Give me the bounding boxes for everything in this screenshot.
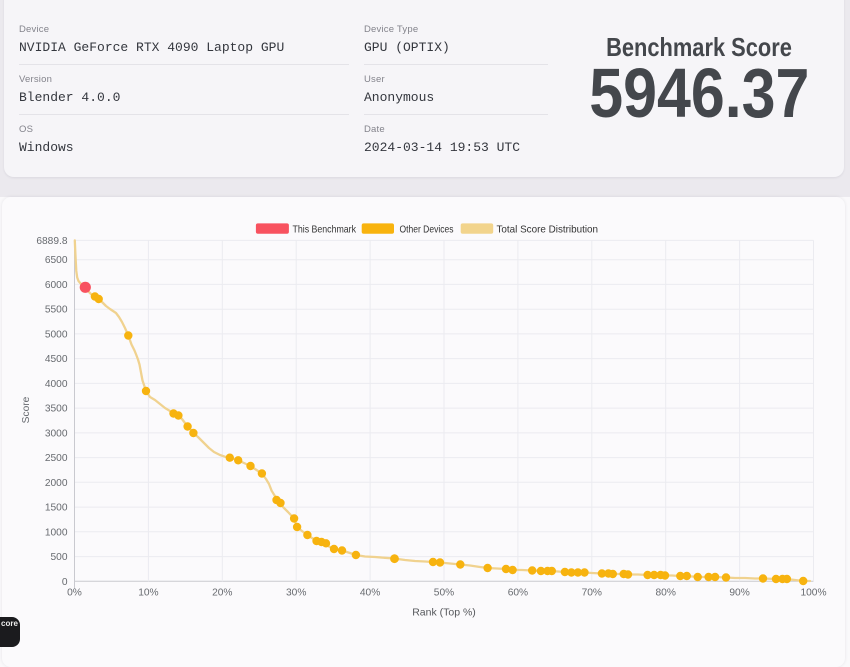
svg-text:500: 500 bbox=[51, 552, 68, 563]
svg-text:30%: 30% bbox=[286, 588, 306, 599]
svg-text:20%: 20% bbox=[212, 588, 232, 599]
svg-text:Rank (Top %): Rank (Top %) bbox=[412, 607, 476, 619]
svg-text:Score: Score bbox=[21, 396, 32, 423]
svg-text:100%: 100% bbox=[800, 588, 826, 599]
svg-text:6889.8: 6889.8 bbox=[36, 236, 67, 247]
svg-text:1000: 1000 bbox=[45, 527, 68, 538]
svg-text:Other Devices: Other Devices bbox=[400, 225, 454, 236]
svg-text:70%: 70% bbox=[582, 588, 602, 599]
svg-text:1500: 1500 bbox=[45, 503, 68, 514]
svg-text:5000: 5000 bbox=[45, 329, 68, 340]
svg-text:5500: 5500 bbox=[45, 305, 68, 316]
svg-text:10%: 10% bbox=[138, 588, 158, 599]
svg-text:2500: 2500 bbox=[45, 453, 68, 464]
svg-text:80%: 80% bbox=[656, 588, 676, 599]
svg-text:6000: 6000 bbox=[45, 280, 68, 291]
svg-text:4500: 4500 bbox=[45, 354, 68, 365]
svg-text:0: 0 bbox=[62, 577, 68, 588]
svg-text:6500: 6500 bbox=[45, 255, 68, 266]
svg-text:3000: 3000 bbox=[45, 428, 68, 439]
svg-text:50%: 50% bbox=[434, 588, 454, 599]
svg-text:Total Score Distribution: Total Score Distribution bbox=[497, 225, 599, 236]
svg-text:This Benchmark: This Benchmark bbox=[293, 225, 357, 236]
svg-text:60%: 60% bbox=[508, 588, 528, 599]
svg-text:90%: 90% bbox=[729, 588, 749, 599]
svg-text:3500: 3500 bbox=[45, 404, 68, 415]
svg-text:4000: 4000 bbox=[45, 379, 68, 390]
svg-text:2000: 2000 bbox=[45, 478, 68, 489]
svg-text:40%: 40% bbox=[360, 588, 380, 599]
svg-text:0%: 0% bbox=[67, 588, 82, 599]
